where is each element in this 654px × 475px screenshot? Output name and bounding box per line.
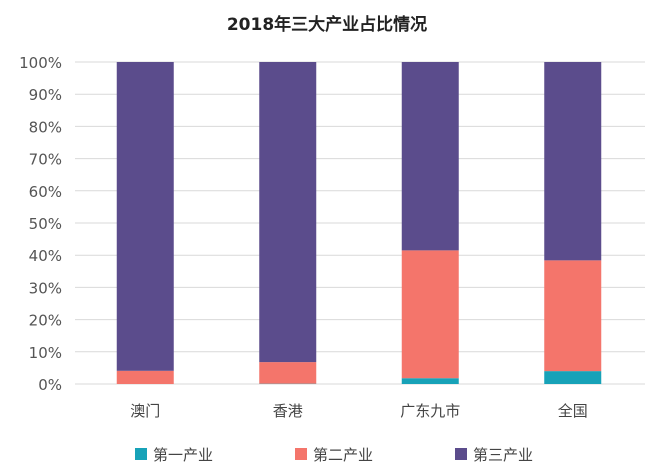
y-tick-label: 50% xyxy=(29,215,62,233)
y-tick-label: 20% xyxy=(29,312,62,330)
y-tick-label: 30% xyxy=(29,279,62,297)
x-tick-label: 广东九市 xyxy=(400,402,460,420)
y-tick-label: 0% xyxy=(38,376,62,394)
bar-segment xyxy=(116,62,174,371)
legend-label: 第三产业 xyxy=(473,446,533,464)
legend-swatch xyxy=(455,448,467,460)
y-tick-label: 70% xyxy=(29,151,62,169)
x-tick-label: 香港 xyxy=(273,402,303,420)
y-tick-label: 10% xyxy=(29,344,62,362)
bar-segment xyxy=(401,250,459,379)
x-tick-label: 澳门 xyxy=(130,402,160,420)
bar-segment xyxy=(401,62,459,251)
bar-segment xyxy=(544,260,602,372)
bar-segment xyxy=(401,378,459,384)
y-tick-label: 60% xyxy=(29,183,62,201)
chart-title: 2018年三大产业占比情况 xyxy=(227,14,427,35)
legend-swatch xyxy=(295,448,307,460)
bar-segment xyxy=(544,371,602,384)
bar-segment xyxy=(259,62,317,363)
y-tick-label: 80% xyxy=(29,118,62,136)
bar-segment xyxy=(116,370,174,384)
y-tick-label: 40% xyxy=(29,247,62,265)
legend-label: 第二产业 xyxy=(313,446,373,464)
bar-segment xyxy=(544,62,602,261)
legend-label: 第一产业 xyxy=(153,446,213,464)
bar-segment xyxy=(259,362,317,384)
x-tick-label: 全国 xyxy=(558,402,588,420)
y-tick-label: 90% xyxy=(29,86,62,104)
y-tick-label: 100% xyxy=(19,54,62,72)
legend-swatch xyxy=(135,448,147,460)
